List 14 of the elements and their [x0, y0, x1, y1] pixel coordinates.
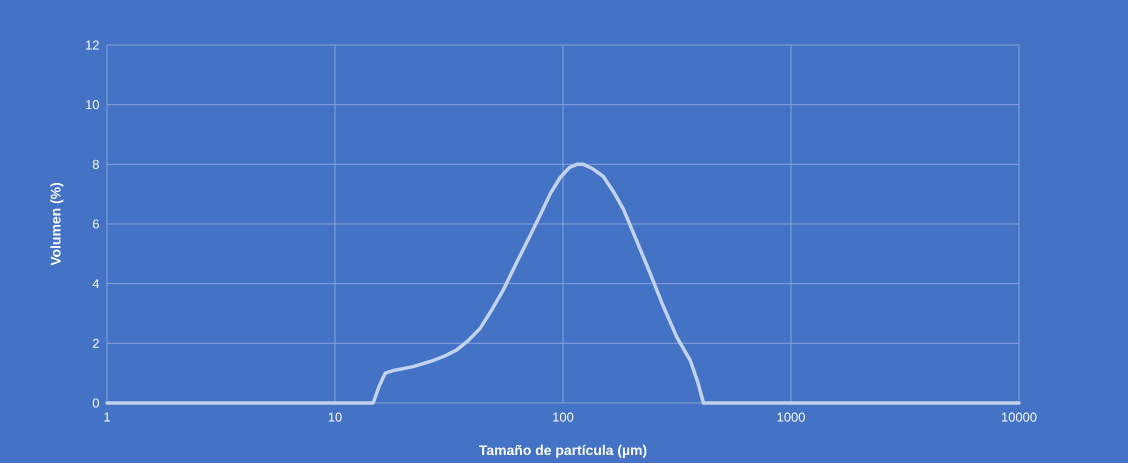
- y-tick-label: 0: [92, 398, 99, 408]
- y-tick-label: 6: [92, 219, 99, 229]
- x-axis-title: Tamaño de partícula (µm): [479, 444, 647, 458]
- x-tick-label: 1000: [777, 412, 805, 422]
- x-tick-label: 10000: [1001, 412, 1037, 422]
- y-axis-title: Volumen (%): [50, 182, 64, 266]
- y-tick-label: 4: [92, 279, 100, 289]
- x-tick-label: 10: [328, 412, 342, 422]
- x-tick-label: 100: [553, 412, 574, 422]
- y-tick-label: 10: [86, 100, 99, 110]
- y-tick-label: 2: [92, 338, 99, 348]
- y-tick-label: 8: [92, 159, 99, 169]
- y-tick-label: 12: [86, 40, 99, 50]
- x-tick-label: 1: [104, 412, 110, 422]
